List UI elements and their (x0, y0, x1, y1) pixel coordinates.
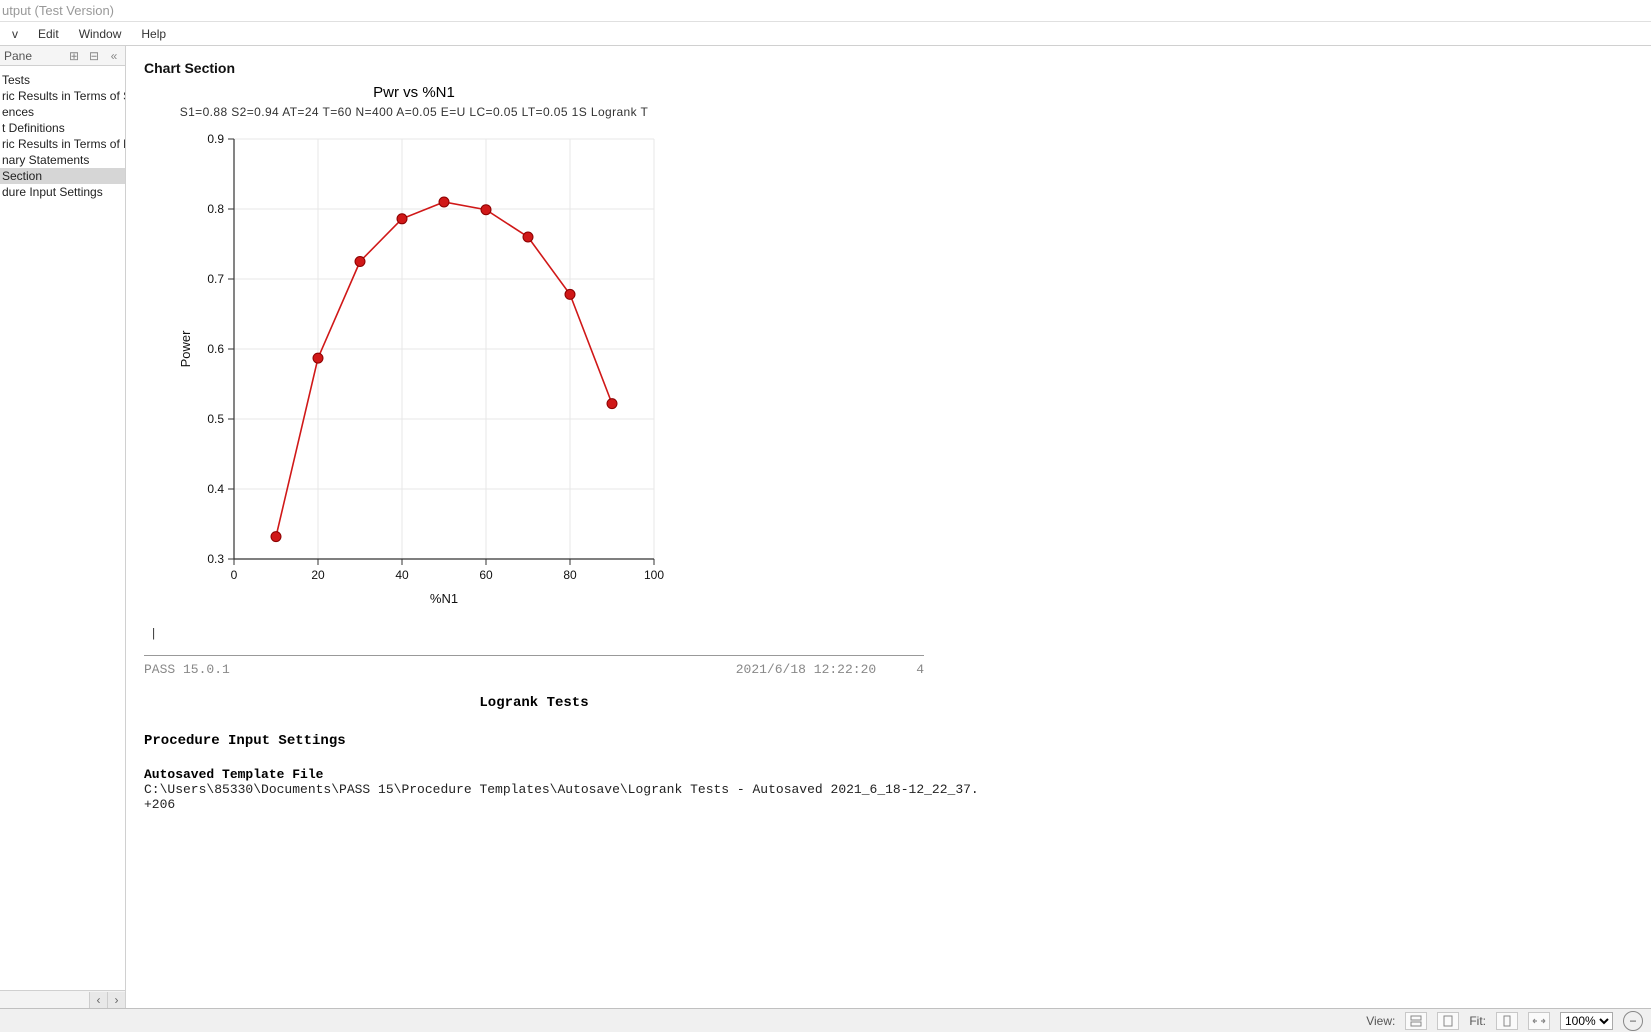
svg-text:0.8: 0.8 (207, 202, 224, 216)
fit-width-button[interactable] (1528, 1012, 1550, 1030)
menu-item-help[interactable]: Help (131, 24, 176, 44)
svg-text:0.5: 0.5 (207, 412, 224, 426)
svg-text:60: 60 (479, 568, 493, 582)
footer-center-label: Logrank Tests (144, 695, 924, 711)
svg-text:0.4: 0.4 (207, 482, 224, 496)
sidebar-hscroll[interactable]: ‹ › (0, 990, 125, 1008)
text-caret: | (150, 627, 1633, 641)
nav-pane-label: Pane (4, 49, 32, 63)
nav-item[interactable]: dure Input Settings (0, 184, 125, 200)
window-title-bar: utput (Test Version) (0, 0, 1651, 22)
view-single-page-button[interactable] (1405, 1012, 1427, 1030)
nav-pane: Pane ⊞ ⊟ « Testsric Results in Terms of … (0, 46, 126, 1008)
chart-title: Pwr vs %N1 (164, 84, 664, 101)
hide-pane-icon[interactable]: « (107, 49, 121, 63)
content-area: Chart Section Pwr vs %N1 S1=0.88 S2=0.94… (126, 46, 1651, 1008)
scroll-right-icon[interactable]: › (107, 992, 125, 1008)
nav-item[interactable]: Tests (0, 72, 125, 88)
menu-item-window[interactable]: Window (69, 24, 132, 44)
footer-datetime: 2021/6/18 12:22:20 (736, 662, 876, 677)
menu-item-edit[interactable]: Edit (28, 24, 69, 44)
svg-text:100: 100 (644, 568, 664, 582)
autosaved-template-heading: Autosaved Template File (144, 767, 1633, 782)
nav-item[interactable]: nary Statements (0, 152, 125, 168)
nav-item[interactable]: t Definitions (0, 120, 125, 136)
chart-section-heading: Chart Section (144, 60, 1633, 76)
menu-item-v[interactable]: v (2, 24, 28, 44)
zoom-select[interactable]: 100% (1560, 1012, 1613, 1030)
nav-list: Testsric Results in Terms of Sencest Def… (0, 66, 125, 990)
svg-text:0.3: 0.3 (207, 552, 224, 566)
nav-item[interactable]: ences (0, 104, 125, 120)
zoom-out-button[interactable]: − (1623, 1011, 1643, 1031)
status-bar: View: Fit: 100% − (0, 1008, 1651, 1032)
view-label: View: (1366, 1014, 1395, 1028)
svg-text:20: 20 (311, 568, 325, 582)
window-title: utput (Test Version) (2, 3, 114, 18)
footer-page-no: 4 (916, 662, 924, 677)
nav-item[interactable]: Section (0, 168, 125, 184)
scroll-left-icon[interactable]: ‹ (89, 992, 107, 1008)
nav-pane-header: Pane ⊞ ⊟ « (0, 46, 125, 66)
power-chart: 0 20 40 60 80 100 0.3 0.4 0.5 0.6 0.7 0.8 0.9 %N1 Powe… (164, 121, 684, 621)
footer-version: PASS 15.0.1 (144, 662, 736, 677)
nav-item[interactable]: ric Results in Terms of E (0, 136, 125, 152)
menu-bar: v Edit Window Help (0, 22, 1651, 46)
svg-text:Power: Power (178, 330, 193, 368)
view-continuous-button[interactable] (1437, 1012, 1459, 1030)
collapse-icon[interactable]: ⊟ (87, 49, 101, 63)
procedure-input-settings-heading: Procedure Input Settings (144, 733, 1633, 749)
chart-subtitle: S1=0.88 S2=0.94 AT=24 T=60 N=400 A=0.05 … (164, 105, 664, 119)
svg-text:0.7: 0.7 (207, 272, 224, 286)
footer-divider (144, 655, 924, 656)
svg-text:0.6: 0.6 (207, 342, 224, 356)
autosaved-template-path: C:\Users\85330\Documents\PASS 15\Procedu… (144, 782, 1633, 797)
fit-page-button[interactable] (1496, 1012, 1518, 1030)
autosaved-template-path2: +206 (144, 797, 1633, 812)
svg-text:0.9: 0.9 (207, 132, 224, 146)
expand-icon[interactable]: ⊞ (67, 49, 81, 63)
svg-text:80: 80 (563, 568, 577, 582)
svg-text:0: 0 (231, 568, 238, 582)
fit-label: Fit: (1469, 1014, 1486, 1028)
nav-item[interactable]: ric Results in Terms of S (0, 88, 125, 104)
page-footer-row: PASS 15.0.1 2021/6/18 12:22:20 4 (144, 662, 924, 677)
svg-text:40: 40 (395, 568, 409, 582)
svg-text:%N1: %N1 (430, 591, 458, 606)
